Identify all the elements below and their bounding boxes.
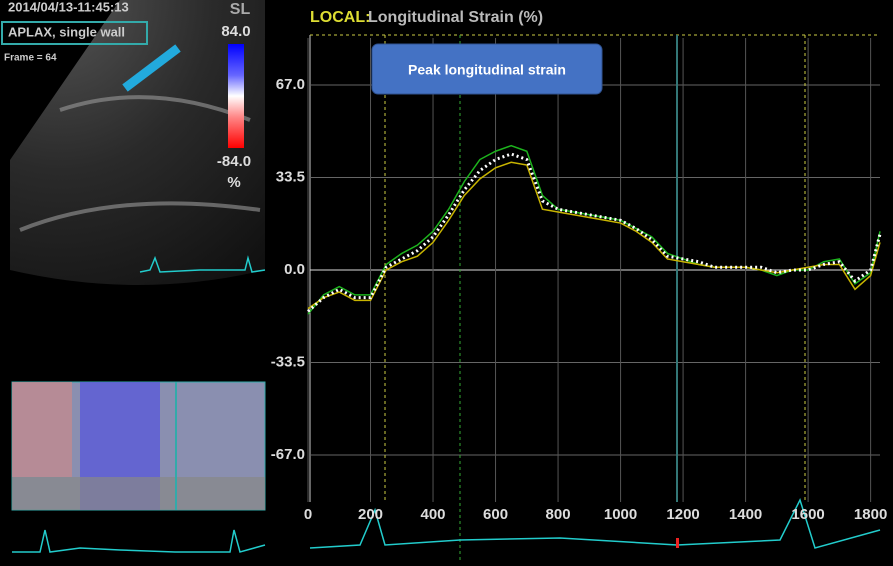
x-tick-label: 1000 — [604, 506, 637, 523]
x-tick-label: 0 — [304, 506, 312, 523]
annotation: Peak longitudinal strain — [408, 62, 566, 78]
y-tick-label: 67.0 — [276, 76, 305, 93]
y-tick-label: 0.0 — [284, 261, 305, 278]
ultrasound-image — [10, 0, 265, 285]
m-mode-gray — [12, 477, 265, 510]
ecg-cursor — [676, 538, 679, 548]
screen: 2014/04/13-11:45:13 APLAX, single wall F… — [0, 0, 893, 566]
strain-curve — [308, 162, 880, 308]
x-tick-label: 1400 — [729, 506, 762, 523]
x-tick-label: 1200 — [666, 506, 699, 523]
chart-title: Longitudinal Strain (%) — [368, 9, 543, 26]
colorbar-label: SL — [230, 1, 251, 18]
timestamp: 2014/04/13-11:45:13 — [8, 0, 129, 14]
x-tick-label: 800 — [546, 506, 571, 523]
ecg-left — [12, 530, 265, 552]
y-tick-label: -67.0 — [271, 446, 305, 463]
colorbar-min: -84.0 — [217, 153, 251, 170]
strain-curve — [308, 146, 880, 314]
colorbar — [228, 44, 244, 148]
x-tick-label: 400 — [421, 506, 446, 523]
x-tick-label: 1800 — [854, 506, 887, 523]
colorbar-unit: % — [227, 174, 240, 191]
frame-label: Frame = 64 — [4, 53, 57, 64]
x-tick-label: 1600 — [791, 506, 824, 523]
x-tick-label: 200 — [358, 506, 383, 523]
colorbar-max: 84.0 — [221, 23, 250, 40]
y-tick-label: -33.5 — [271, 353, 305, 370]
x-tick-label: 600 — [483, 506, 508, 523]
y-tick-label: 33.5 — [276, 168, 305, 185]
m-mode-red — [12, 382, 72, 477]
view-label: APLAX, single wall — [8, 24, 125, 39]
title-prefix: LOCAL: — [310, 9, 370, 26]
